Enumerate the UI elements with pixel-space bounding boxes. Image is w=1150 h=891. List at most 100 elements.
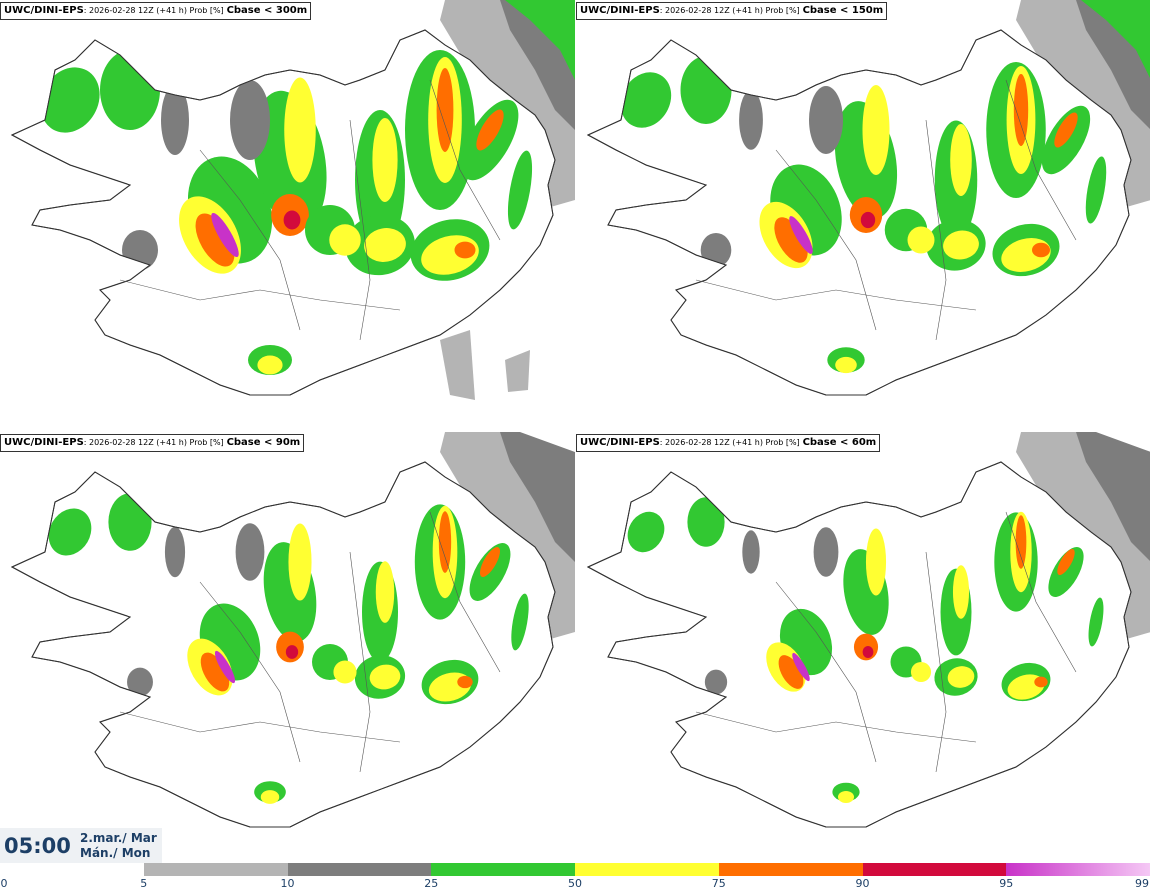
- boundary-line: [1005, 79, 1077, 241]
- probability-blob: [950, 124, 972, 196]
- sea-probability-area: [505, 0, 575, 80]
- probability-blob: [372, 118, 398, 202]
- probability-blob: [620, 72, 672, 128]
- probability-field: [627, 497, 1104, 804]
- probability-blob: [364, 228, 406, 262]
- model-name: UWC/DINI-EPS: [580, 437, 660, 448]
- boundary-line: [199, 149, 301, 331]
- probability-blob: [1088, 597, 1104, 647]
- probability-blob: [285, 645, 299, 659]
- probability-blob: [333, 660, 357, 684]
- probability-blob: [122, 230, 158, 270]
- probability-blob: [778, 655, 804, 689]
- model-name: UWC/DINI-EPS: [4, 437, 84, 448]
- probability-blob: [476, 109, 504, 151]
- probability-blob: [511, 593, 529, 651]
- coastline-outline: [586, 461, 1132, 828]
- probability-blob: [48, 508, 92, 556]
- probability-blob: [200, 652, 230, 692]
- probability-blob: [1085, 156, 1107, 224]
- probability-blob: [479, 547, 501, 577]
- colorbar-segment: [431, 863, 575, 876]
- colorbar-tick-label: 75: [711, 877, 726, 890]
- colorbar-tick-label: 0: [0, 877, 8, 890]
- probability-blob: [257, 355, 283, 375]
- boundary-line: [429, 79, 501, 241]
- colorbar-segment: [862, 863, 1007, 876]
- probability-colorbar: 0 5 10 25 50 75 90 95 99: [0, 863, 1150, 891]
- map-canvas: [10, 0, 575, 400]
- probability-blob: [1013, 74, 1029, 146]
- colorbar-segment: [143, 863, 288, 876]
- probability-blob: [680, 56, 732, 124]
- colorbar-segment: [287, 863, 432, 876]
- probability-blob: [943, 230, 979, 260]
- probability-blob: [260, 790, 280, 804]
- probability-blob: [1034, 676, 1048, 688]
- probability-blob: [910, 661, 932, 683]
- probability-blob: [704, 669, 728, 695]
- map-canvas: [586, 0, 1150, 396]
- colorbar-segment: [575, 863, 719, 876]
- probability-blob: [837, 790, 855, 804]
- boundary-line: [925, 119, 947, 341]
- probability-blob: [438, 511, 452, 573]
- colorbar-tick-label: 90: [855, 877, 870, 890]
- probability-blob: [862, 85, 890, 175]
- probability-blob: [792, 652, 810, 682]
- colorbar-segment: [718, 863, 863, 876]
- probability-blob: [865, 528, 887, 596]
- probability-blob: [329, 224, 361, 256]
- run-info: : 2026-02-28 12Z (+41 h) Prob [%]: [659, 6, 800, 15]
- boundary-line: [119, 711, 401, 743]
- colorbar-tick-label: 99: [1135, 877, 1149, 890]
- boundary-line: [119, 279, 401, 311]
- probability-blob: [627, 511, 665, 553]
- boundary-line: [199, 581, 301, 763]
- probability-blob: [687, 497, 725, 547]
- probability-blob: [739, 90, 763, 150]
- boundary-line: [925, 551, 947, 773]
- coastline-outline: [10, 461, 556, 828]
- sea-probability-area: [505, 350, 530, 392]
- probability-blob: [507, 150, 533, 230]
- run-info: : 2026-02-28 12Z (+41 h) Prob [%]: [659, 438, 800, 447]
- valid-time: 05:00: [4, 834, 71, 858]
- boundary-line: [695, 279, 977, 311]
- map-panel-90m: UWC/DINI-EPS: 2026-02-28 12Z (+41 h) Pro…: [0, 432, 575, 864]
- coastline-outline: [586, 29, 1132, 396]
- probability-blob: [235, 523, 265, 581]
- map-canvas: [10, 432, 575, 828]
- probability-field: [40, 50, 533, 375]
- boundary-line: [775, 581, 877, 763]
- probability-blob: [700, 233, 732, 267]
- probability-blob: [436, 68, 454, 152]
- probability-blob: [161, 85, 189, 155]
- probability-blob: [375, 561, 395, 623]
- probability-blob: [230, 80, 270, 160]
- probability-blob: [952, 565, 970, 619]
- run-info: : 2026-02-28 12Z (+41 h) Prob [%]: [83, 6, 224, 15]
- sea-probability-area: [500, 432, 575, 562]
- probability-blob: [283, 210, 301, 230]
- boundary-line: [695, 711, 977, 743]
- probability-blob: [127, 667, 153, 697]
- sea-probability-area: [1076, 432, 1150, 561]
- probability-blob: [809, 86, 843, 154]
- probability-blob: [454, 241, 476, 259]
- probability-blob: [1015, 515, 1027, 569]
- probability-blob: [214, 650, 236, 684]
- probability-blob: [813, 527, 839, 577]
- map-canvas: [586, 432, 1150, 828]
- variable-label: Cbase < 150m: [802, 5, 884, 16]
- colorbar-segment: [0, 863, 144, 876]
- colorbar-tick-label: 25: [424, 877, 439, 890]
- probability-blob: [108, 493, 152, 551]
- valid-weekday: Mán./ Mon: [80, 846, 151, 860]
- boundary-line: [429, 511, 501, 673]
- map-panel-150m: UWC/DINI-EPS: 2026-02-28 12Z (+41 h) Pro…: [576, 0, 1150, 432]
- sea-probability-area: [440, 330, 475, 400]
- boundary-line: [349, 551, 371, 773]
- valid-date: 2.mar./ Mar: [80, 831, 157, 845]
- colorbar-tick-label: 50: [568, 877, 582, 890]
